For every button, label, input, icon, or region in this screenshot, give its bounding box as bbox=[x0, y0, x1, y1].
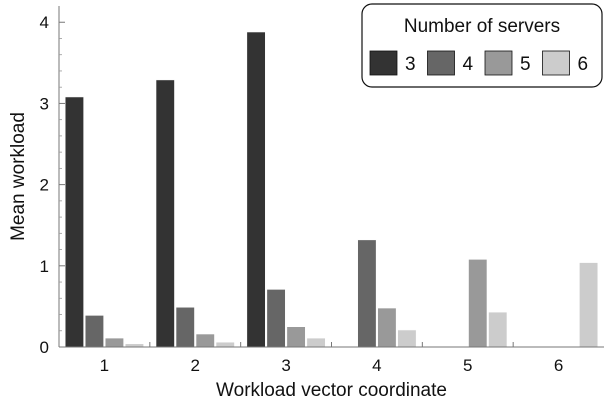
bars-layer bbox=[64, 31, 599, 348]
legend: Number of servers 3 4 5 6 bbox=[361, 3, 603, 88]
x-tick-label: 4 bbox=[372, 356, 381, 375]
legend-label-3: 3 bbox=[405, 54, 416, 75]
bar-series-4-cat-1 bbox=[84, 315, 104, 348]
bar-series-3-cat-3 bbox=[246, 31, 266, 348]
bar-series-5-cat-4 bbox=[377, 307, 397, 348]
x-tick-label: 3 bbox=[281, 356, 290, 375]
x-ticks: 1 2 3 4 5 6 bbox=[100, 342, 563, 375]
bar-series-5-cat-3 bbox=[286, 326, 306, 348]
bar-series-5-cat-5 bbox=[468, 259, 488, 348]
y-tick-label: 0 bbox=[40, 338, 49, 357]
legend-label-6: 6 bbox=[578, 54, 589, 75]
bar-series-3-cat-2 bbox=[155, 79, 175, 348]
legend-box bbox=[361, 3, 603, 88]
x-tick-label: 1 bbox=[100, 356, 109, 375]
legend-title: Number of servers bbox=[404, 16, 560, 37]
bar-series-6-cat-5 bbox=[488, 311, 508, 348]
bar-series-3-cat-1 bbox=[64, 96, 84, 348]
legend-swatch-4 bbox=[427, 50, 455, 76]
x-tick-label: 2 bbox=[191, 356, 200, 375]
x-axis-title: Workload vector coordinate bbox=[216, 380, 447, 401]
legend-label-4: 4 bbox=[463, 54, 474, 75]
bar-series-6-cat-6 bbox=[579, 262, 599, 348]
bar-series-4-cat-4 bbox=[357, 239, 377, 348]
bar-series-5-cat-2 bbox=[195, 333, 215, 348]
bar-series-6-cat-2 bbox=[215, 341, 235, 348]
y-tick-label: 2 bbox=[40, 176, 49, 195]
y-tick-label: 4 bbox=[40, 13, 49, 32]
bar-series-6-cat-4 bbox=[397, 329, 417, 348]
y-tick-label: 3 bbox=[40, 94, 49, 113]
y-ticks: 0 1 2 3 4 bbox=[40, 13, 65, 357]
legend-label-5: 5 bbox=[520, 54, 531, 75]
legend-swatch-6 bbox=[542, 50, 570, 76]
bar-series-4-cat-3 bbox=[266, 289, 286, 348]
legend-swatch-3 bbox=[369, 50, 398, 76]
axes-layer: 0 1 2 3 4 1 2 3 4 5 6 bbox=[40, 6, 604, 375]
y-axis-title: Mean workload bbox=[8, 112, 29, 241]
bar-series-5-cat-1 bbox=[104, 337, 124, 348]
bar-series-4-cat-2 bbox=[175, 306, 195, 348]
legend-items: 3 4 5 6 bbox=[369, 50, 589, 76]
x-tick-label: 6 bbox=[554, 356, 563, 375]
bar-series-6-cat-3 bbox=[306, 337, 326, 348]
y-tick-label: 1 bbox=[40, 257, 49, 276]
legend-swatch-5 bbox=[484, 50, 513, 76]
x-tick-label: 5 bbox=[463, 356, 472, 375]
